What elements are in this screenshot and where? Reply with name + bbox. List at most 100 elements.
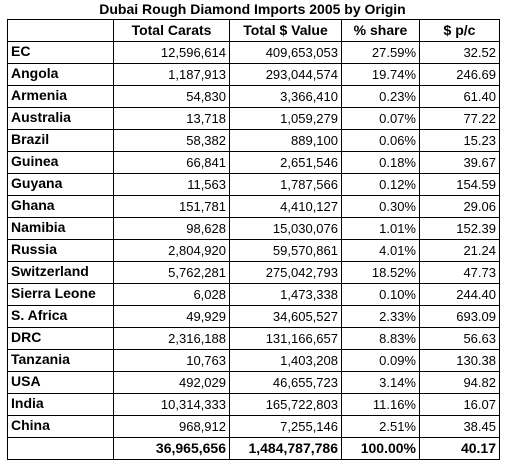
- cell: 15.23: [419, 129, 500, 152]
- cell: 7,255,146: [229, 415, 342, 438]
- cell: 58,382: [113, 129, 230, 152]
- cell: 1,403,208: [229, 349, 342, 372]
- total-row: 36,965,656 1,484,787,786 100.00% 40.17: [7, 437, 500, 460]
- cell: 693.09: [419, 305, 500, 328]
- cell: 32.52: [419, 41, 500, 64]
- cell: 36,965,656: [113, 437, 230, 460]
- data-row: Guyana 11,563 1,787,566 0.12% 154.59: [7, 173, 500, 196]
- data-row: Sierra Leone 6,028 1,473,338 0.10% 244.40: [7, 283, 500, 306]
- cell: 0.18%: [341, 151, 420, 174]
- cell: 1,059,279: [229, 107, 342, 130]
- data-row: Australia 13,718 1,059,279 0.07% 77.22: [7, 107, 500, 130]
- cell: Angola: [7, 63, 114, 86]
- cell: 8.83%: [341, 327, 420, 350]
- data-row: DRC 2,316,188 131,166,657 8.83% 56.63: [7, 327, 500, 350]
- cell: DRC: [7, 327, 114, 350]
- cell: 10,314,333: [113, 393, 230, 416]
- cell: 2,651,546: [229, 151, 342, 174]
- cell: 409,653,053: [229, 41, 342, 64]
- cell: 2,804,920: [113, 239, 230, 262]
- cell: 3.14%: [341, 371, 420, 394]
- cell: USA: [7, 371, 114, 394]
- cell: 130.38: [419, 349, 500, 372]
- cell: Guyana: [7, 173, 114, 196]
- cell: % share: [341, 19, 420, 42]
- data-row: Ghana 151,781 4,410,127 0.30% 29.06: [7, 195, 500, 218]
- cell: 29.06: [419, 195, 500, 218]
- data-row: EC 12,596,614 409,653,053 27.59% 32.52: [7, 41, 500, 64]
- cell: 1,787,566: [229, 173, 342, 196]
- cell: 10,763: [113, 349, 230, 372]
- cell: 49,929: [113, 305, 230, 328]
- data-row: Brazil 58,382 889,100 0.06% 15.23: [7, 129, 500, 152]
- data-row: Armenia 54,830 3,366,410 0.23% 61.40: [7, 85, 500, 108]
- cell: [7, 19, 114, 42]
- cell: 27.59%: [341, 41, 420, 64]
- cell: 6,028: [113, 283, 230, 306]
- data-row: Namibia 98,628 15,030,076 1.01% 152.39: [7, 217, 500, 240]
- cell: Guinea: [7, 151, 114, 174]
- cell: 66,841: [113, 151, 230, 174]
- cell: 61.40: [419, 85, 500, 108]
- cell: 3,366,410: [229, 85, 342, 108]
- cell: 11.16%: [341, 393, 420, 416]
- cell: India: [7, 393, 114, 416]
- cell: 0.07%: [341, 107, 420, 130]
- cell: 0.30%: [341, 195, 420, 218]
- cell: China: [7, 415, 114, 438]
- data-row: USA 492,029 46,655,723 3.14% 94.82: [7, 371, 500, 394]
- cell: 100.00%: [341, 437, 420, 460]
- cell: 94.82: [419, 371, 500, 394]
- cell: 19.74%: [341, 63, 420, 86]
- page: {"title": "Dubai Rough Diamond Imports 2…: [7, 1, 500, 460]
- cell: 16.07: [419, 393, 500, 416]
- cell: Australia: [7, 107, 114, 130]
- cell: 21.24: [419, 239, 500, 262]
- cell: 54,830: [113, 85, 230, 108]
- data-row: India 10,314,333 165,722,803 11.16% 16.07: [7, 393, 500, 416]
- cell: Brazil: [7, 129, 114, 152]
- data-row: Tanzania 10,763 1,403,208 0.09% 130.38: [7, 349, 500, 372]
- cell: 18.52%: [341, 261, 420, 284]
- cell: Russia: [7, 239, 114, 262]
- cell: 293,044,574: [229, 63, 342, 86]
- data-row: Angola 1,187,913 293,044,574 19.74% 246.69: [7, 63, 500, 86]
- cell: Total Carats: [113, 19, 230, 42]
- cell: 0.09%: [341, 349, 420, 372]
- cell: $ p/c: [419, 19, 500, 42]
- cell: 13,718: [113, 107, 230, 130]
- cell: 1,473,338: [229, 283, 342, 306]
- cell: 275,042,793: [229, 261, 342, 284]
- cell: 40.17: [419, 437, 500, 460]
- table: Total Carats Total $ Value% share $ p/c EC 1…: [7, 19, 500, 460]
- cell: 492,029: [113, 371, 230, 394]
- cell: 1,187,913: [113, 63, 230, 86]
- cell: 968,912: [113, 415, 230, 438]
- cell: 0.10%: [341, 283, 420, 306]
- cell: Namibia: [7, 217, 114, 240]
- cell: 56.63: [419, 327, 500, 350]
- cell: 152.39: [419, 217, 500, 240]
- cell: 11,563: [113, 173, 230, 196]
- data-row: Russia 2,804,920 59,570,861 4.01% 21.24: [7, 239, 500, 262]
- cell: 165,722,803: [229, 393, 342, 416]
- cell: 2.33%: [341, 305, 420, 328]
- cell: 38.45: [419, 415, 500, 438]
- cell: Sierra Leone: [7, 283, 114, 306]
- cell: Ghana: [7, 195, 114, 218]
- cell: 151,781: [113, 195, 230, 218]
- cell: 39.67: [419, 151, 500, 174]
- cell: 0.06%: [341, 129, 420, 152]
- cell: 4,410,127: [229, 195, 342, 218]
- cell: Tanzania: [7, 349, 114, 372]
- header-row: Total Carats Total $ Value% share $ p/c: [7, 19, 500, 42]
- cell: 77.22: [419, 107, 500, 130]
- cell: S. Africa: [7, 305, 114, 328]
- cell: 46,655,723: [229, 371, 342, 394]
- title: Dubai Rough Diamond Imports 2005 by Orig…: [99, 1, 406, 17]
- cell: 131,166,657: [229, 327, 342, 350]
- cell: 34,605,527: [229, 305, 342, 328]
- cell: 1.01%: [341, 217, 420, 240]
- cell: 2.51%: [341, 415, 420, 438]
- data-row: S. Africa 49,929 34,605,527 2.33% 693.09: [7, 305, 500, 328]
